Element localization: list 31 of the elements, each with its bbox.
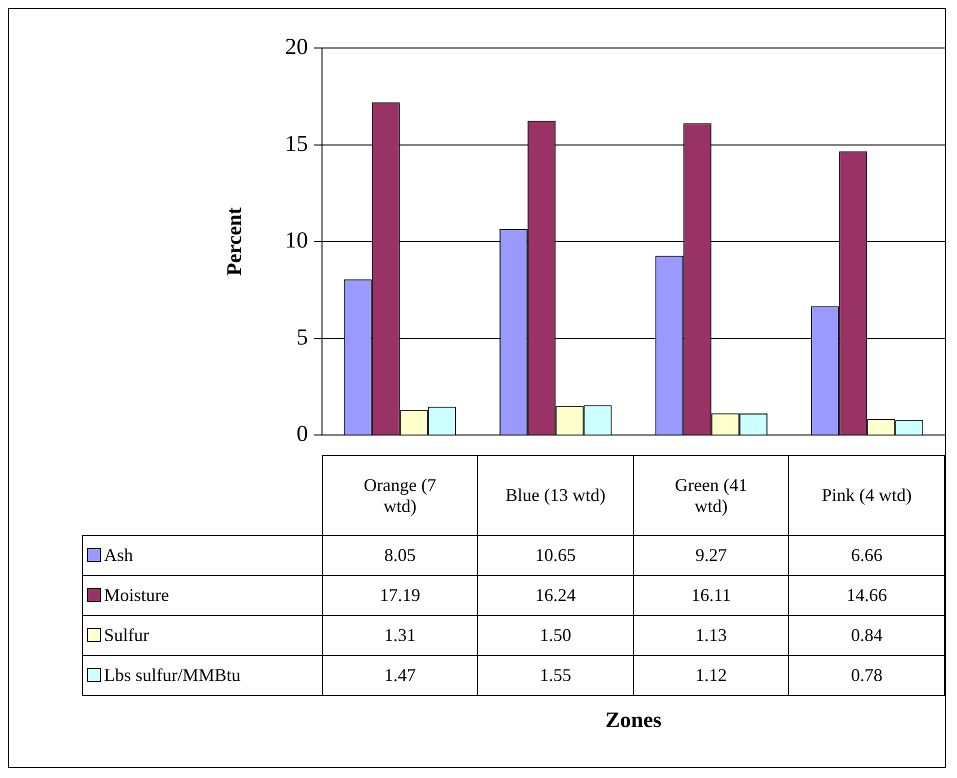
- data-label: 1.31: [322, 616, 478, 656]
- y-tick-label: 15: [285, 130, 308, 156]
- data-label: 6.66: [788, 536, 944, 576]
- legend-label: Moisture: [82, 576, 322, 616]
- x-tick-label: Blue (13 wtd): [478, 456, 634, 536]
- data-label: 0.78: [788, 656, 944, 696]
- y-tick-label: 10: [285, 228, 308, 253]
- data-label: 1.13: [633, 616, 789, 656]
- data-label: 8.05: [322, 536, 478, 576]
- y-tick-label: 5: [296, 324, 308, 350]
- y-axis-title: Percent: [222, 207, 246, 276]
- data-label: 16.24: [478, 576, 634, 616]
- y-tick-label: 20: [285, 34, 308, 60]
- data-label: 10.65: [478, 536, 634, 576]
- x-tick-label: Pink (4 wtd): [788, 456, 944, 536]
- y-tick-label: 0: [296, 421, 308, 446]
- data-label: 16.11: [633, 576, 789, 616]
- text: Zones: [604, 707, 663, 733]
- data-label: 17.19: [322, 576, 478, 616]
- data-label: 1.47: [322, 656, 478, 696]
- data-label: 1.50: [478, 616, 634, 656]
- data-label: 0.84: [788, 616, 944, 656]
- legend-label: Ash: [82, 536, 322, 576]
- data-label: 1.55: [478, 656, 634, 696]
- x-tick-label: Orange (7 wtd): [322, 456, 478, 536]
- x-tick-label: Green (41 wtd): [633, 456, 789, 536]
- legend-label: Sulfur: [82, 616, 322, 656]
- data-label: 14.66: [788, 576, 944, 616]
- data-label: 9.27: [633, 536, 789, 576]
- legend-label: Lbs sulfur/MMBtu: [82, 656, 322, 696]
- data-label: 1.12: [633, 656, 789, 696]
